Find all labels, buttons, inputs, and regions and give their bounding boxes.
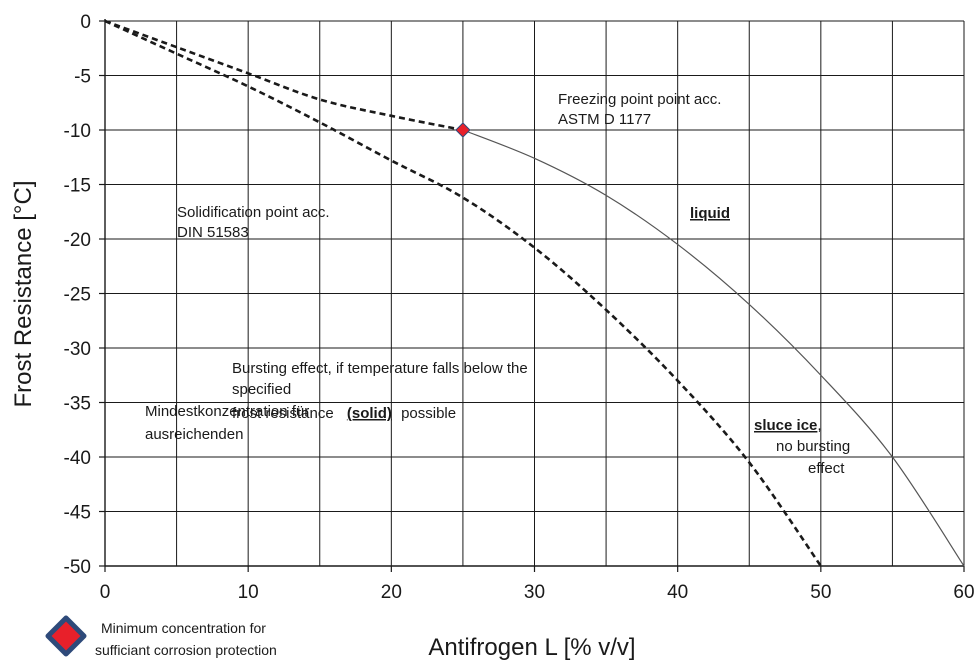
- solidification-point-label-line2: DIN 51583: [177, 224, 249, 241]
- solidification-point-label-line1: Solidification point acc.: [177, 204, 330, 221]
- x-tick-label: 20: [381, 582, 402, 603]
- legend-diamond-marker: [48, 618, 84, 654]
- x-tick-label: 10: [238, 582, 259, 603]
- y-tick-label: -5: [74, 67, 91, 88]
- sluce-ice-comma: ,: [817, 417, 821, 434]
- sluce-ice-line2: no bursting: [776, 438, 850, 455]
- y-tick-label: -20: [64, 230, 91, 251]
- bursting-effect-suffix: possible: [401, 405, 456, 422]
- sluce-ice-label: sluce ice: [754, 417, 817, 434]
- grid: [105, 21, 964, 566]
- axes: 0 -5 -10 -15 -20 -25 -30 -35 -40 -45 -50 0 10 20 30 40 5…: [64, 12, 975, 603]
- y-axis-title: Frost Resistance [°C]: [10, 181, 37, 408]
- overlap-label-line1: Mindestkonzentration für: [145, 403, 309, 420]
- sluce-ice-line3: effect: [808, 460, 845, 477]
- y-tick-label: -40: [64, 448, 91, 469]
- solid-region-label: (solid): [347, 405, 392, 422]
- x-tick-label: 60: [953, 582, 974, 603]
- y-tick-label: -30: [64, 339, 91, 360]
- freezing-point-label-line2: ASTM D 1177: [558, 111, 651, 128]
- freezing-point-label-line1: Freezing point point acc.: [558, 91, 721, 108]
- legend-label-line1: Minimum concentration for: [101, 620, 266, 636]
- x-tick-label: 50: [810, 582, 831, 603]
- y-tick-label: 0: [80, 12, 91, 33]
- x-tick-label: 0: [100, 582, 111, 603]
- y-tick-label: -10: [64, 121, 91, 142]
- y-tick-label: -45: [64, 503, 91, 524]
- sluce-ice-line1: sluce ice,: [754, 417, 822, 434]
- x-tick-label: 30: [524, 582, 545, 603]
- bursting-effect-line2: specified: [232, 381, 291, 398]
- y-tick-label: -35: [64, 394, 91, 415]
- liquid-region-label: liquid: [690, 205, 730, 222]
- marker-group: [456, 123, 470, 137]
- overlap-label-line2: ausreichenden: [145, 426, 243, 443]
- y-tick-label: -50: [64, 557, 91, 578]
- bursting-effect-line1: Bursting effect, if temperature falls be…: [232, 360, 528, 377]
- x-axis-title: Antifrogen L [% v/v]: [428, 634, 635, 661]
- x-tick-label: 40: [667, 582, 688, 603]
- minimum-concentration-marker: [456, 123, 470, 137]
- legend: Minimum concentration for sufficiant cor…: [48, 618, 277, 658]
- y-tick-label: -15: [64, 176, 91, 197]
- y-tick-label: -25: [64, 285, 91, 306]
- legend-label-line2: sufficiant corrosion protection: [95, 642, 277, 658]
